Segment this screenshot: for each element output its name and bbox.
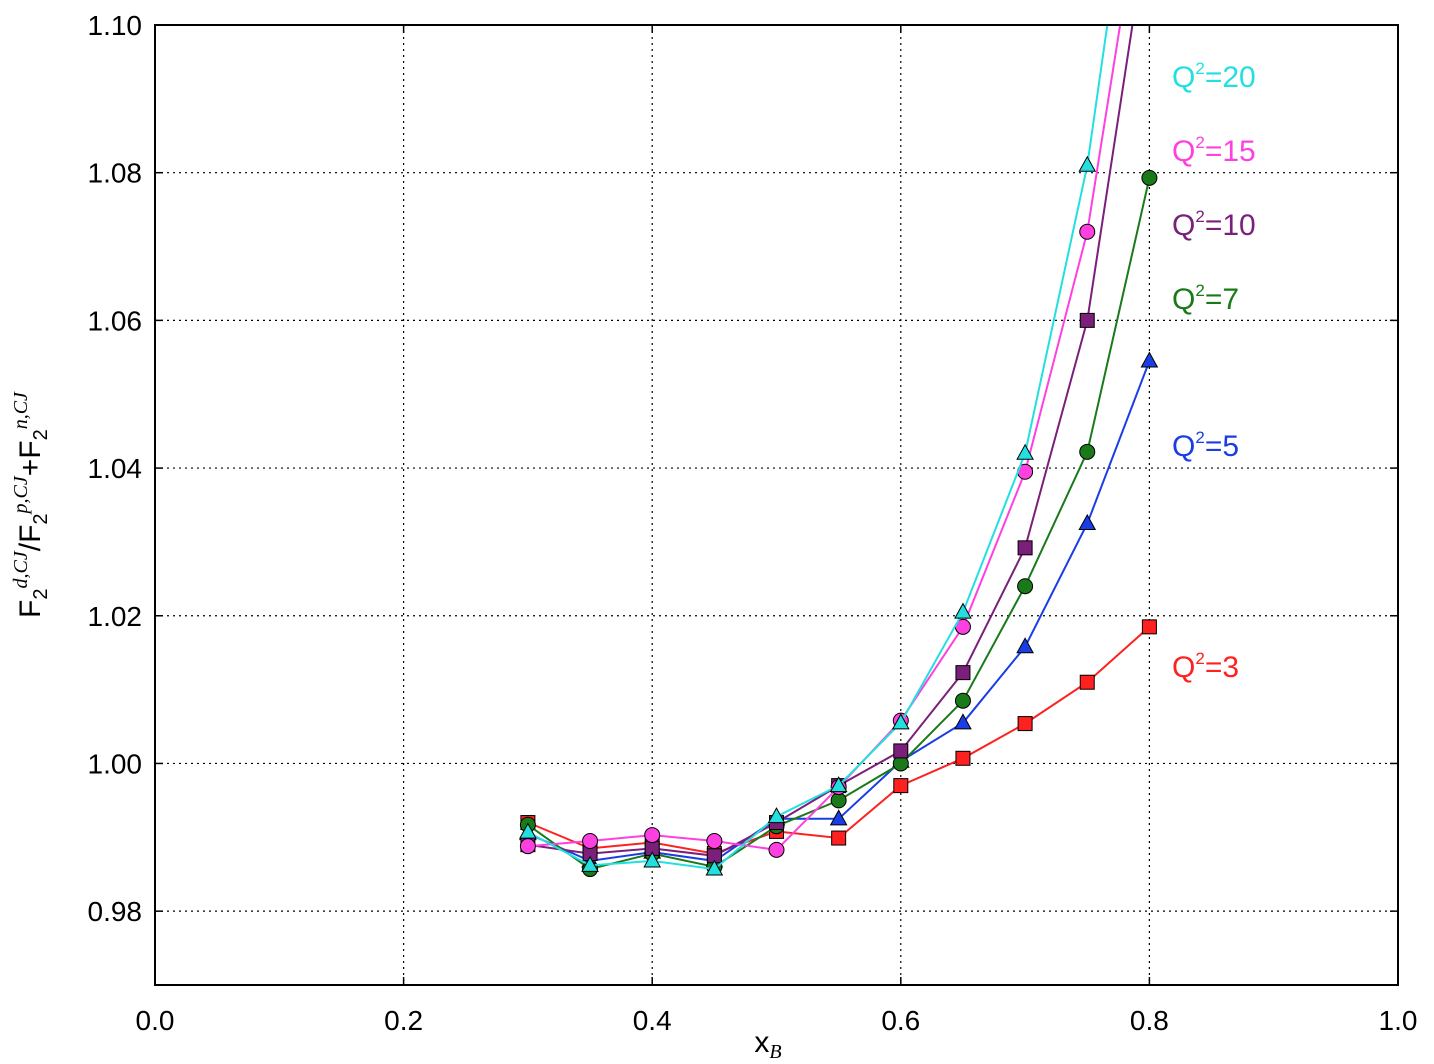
data-point xyxy=(955,665,971,681)
data-point xyxy=(1141,169,1158,186)
data-point xyxy=(706,833,723,849)
data-point xyxy=(893,743,909,759)
x-tick-label: 0.6 xyxy=(881,1005,920,1036)
plot-frame xyxy=(154,24,1399,986)
series-line xyxy=(527,25,1122,851)
y-tick-label: 0.98 xyxy=(88,896,143,927)
data-point xyxy=(644,827,661,844)
x-tick-label: 0.8 xyxy=(1130,1005,1169,1036)
curve-label: Q2=7 xyxy=(1172,281,1239,316)
ticks: 0.0 0.2 0.4 0.6 0.8 1.0 0.98 1.00 1.02 1.04 1.06 1.… xyxy=(88,10,1418,1036)
data-point xyxy=(1017,540,1033,556)
data-point xyxy=(1017,578,1034,595)
y-tick-label: 1.04 xyxy=(88,453,143,484)
x-tick-label: 1.0 xyxy=(1379,1005,1418,1036)
series-q10 xyxy=(520,25,1134,864)
data-point xyxy=(1078,155,1097,172)
y-tick-label: 1.10 xyxy=(88,10,143,41)
data-point xyxy=(955,750,971,766)
series-q15 xyxy=(519,25,1122,858)
series-group xyxy=(519,25,1159,878)
curve-label: Q2=10 xyxy=(1172,207,1256,242)
data-point xyxy=(582,833,599,849)
curve-label: Q2=3 xyxy=(1172,649,1239,684)
data-point xyxy=(831,830,847,846)
series-line xyxy=(527,25,1134,857)
data-point xyxy=(519,838,536,855)
data-point xyxy=(1079,443,1096,460)
data-point xyxy=(643,851,662,868)
data-point xyxy=(1079,223,1096,240)
y-tick-label: 1.00 xyxy=(88,748,143,779)
data-point xyxy=(829,809,848,826)
curve-label: Q2=5 xyxy=(1172,428,1239,463)
x-tick-label: 0.4 xyxy=(633,1005,672,1036)
y-axis-label: F2d,CJ/F2p,CJ+F2n,CJ xyxy=(10,391,52,618)
data-point xyxy=(519,822,537,839)
data-point xyxy=(1016,637,1034,654)
data-point xyxy=(954,713,972,730)
curve-label: Q2=15 xyxy=(1172,133,1256,168)
x-axis-label: xB xyxy=(754,1026,781,1063)
curve-labels: Q2=3 Q2=5 Q2=7 Q2=10 Q2=15 Q2=20 xyxy=(1172,59,1256,684)
data-point xyxy=(1141,619,1157,635)
data-point xyxy=(954,602,972,619)
series-q20 xyxy=(519,25,1109,876)
data-point xyxy=(581,855,599,872)
data-point xyxy=(705,859,724,876)
data-point xyxy=(891,713,910,730)
series-line xyxy=(527,177,1151,871)
data-point xyxy=(829,776,848,793)
y-tick-label: 1.06 xyxy=(88,305,143,336)
data-point xyxy=(893,778,909,794)
curve-label: Q2=20 xyxy=(1172,59,1256,94)
x-tick-label: 0.0 xyxy=(136,1005,175,1036)
grid xyxy=(155,25,1398,985)
data-point xyxy=(1016,443,1034,460)
data-point xyxy=(1017,716,1033,732)
data-point xyxy=(767,807,786,824)
data-point xyxy=(1078,513,1097,530)
data-point xyxy=(1079,312,1095,328)
data-point xyxy=(768,841,785,858)
data-point xyxy=(1079,674,1095,690)
data-point xyxy=(954,692,971,709)
data-point xyxy=(1140,351,1159,368)
data-point xyxy=(830,792,847,809)
series-q7 xyxy=(519,169,1158,878)
y-tick-label: 1.02 xyxy=(88,601,143,632)
y-tick-label: 1.08 xyxy=(88,158,143,189)
x-tick-label: 0.2 xyxy=(384,1005,423,1036)
